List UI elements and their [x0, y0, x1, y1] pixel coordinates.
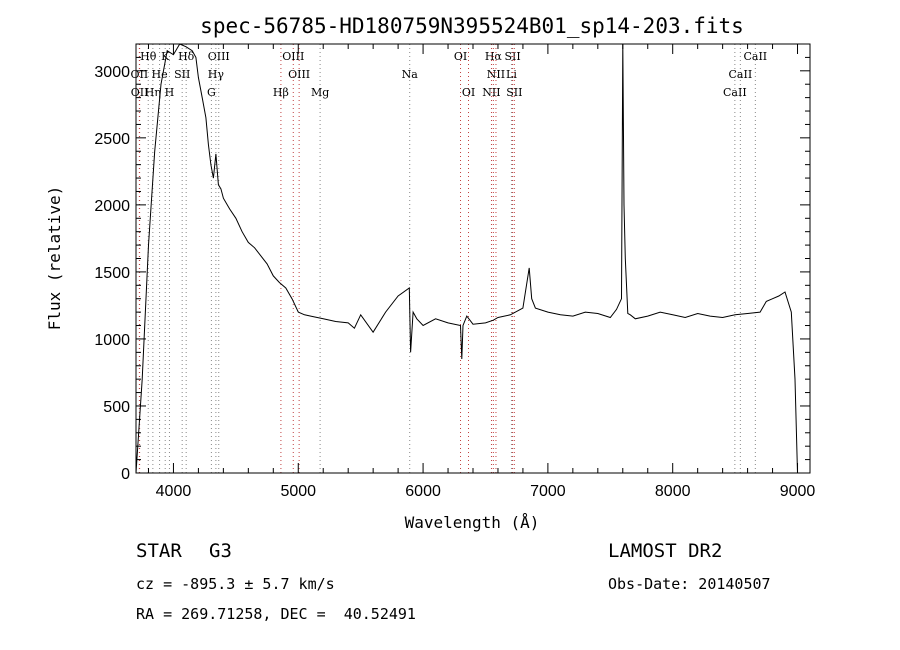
line-marker-label-20: H	[165, 86, 175, 99]
x-tick-label-6000: 6000	[405, 483, 441, 500]
x-axis: 4000 5000 6000 7000 8000 9000	[147, 44, 816, 500]
line-marker-label-24: OI	[462, 86, 475, 99]
line-marker-label-1: K	[161, 50, 170, 63]
line-marker-label-11: SII	[174, 68, 190, 81]
line-marker-label-2: Hδ	[178, 50, 195, 63]
spectrum-series	[135, 43, 798, 474]
line-marker-label-14: Na	[402, 68, 419, 81]
line-marker-label-4: OIII	[282, 50, 304, 63]
line-marker-label-10: He	[152, 68, 168, 81]
y-tick-label-1500: 1500	[94, 265, 130, 282]
line-marker-label-8: CaII	[743, 50, 767, 63]
line-marker-label-23: Mg	[311, 86, 329, 99]
line-marker-label-17: CaII	[729, 68, 753, 81]
x-tick-label-5000: 5000	[280, 483, 316, 500]
coordinates: RA = 269.71258, DEC = 40.52491	[136, 605, 416, 623]
x-tick-label-9000: 9000	[780, 483, 816, 500]
y-tick-label-1000: 1000	[94, 332, 130, 349]
line-marker-label-27: CaII	[723, 86, 747, 99]
chart-title: spec-56785-HD180759N395524B01_sp14-203.f…	[200, 14, 744, 38]
line-marker-label-19: Hη	[145, 86, 161, 99]
y-axis: 0 500 1000 1500 2000 2500 3000	[94, 56, 810, 483]
survey-name: LAMOST DR2	[608, 540, 723, 562]
obs-date: Obs-Date: 20140507	[608, 575, 771, 593]
object-class: STAR	[136, 540, 182, 562]
redshift-value: cz = -895.3 ± 5.7 km/s	[136, 575, 335, 593]
line-marker-label-7: SII	[504, 50, 520, 63]
spectrum-line-0	[135, 43, 798, 474]
y-tick-label-500: 500	[103, 399, 130, 416]
line-marker-label-25: NII	[482, 86, 500, 99]
line-marker-label-22: Hβ	[273, 86, 289, 99]
line-marker-label-0: Hθ	[140, 50, 157, 63]
line-marker-label-13: OIII	[288, 68, 310, 81]
y-tick-label-2500: 2500	[94, 131, 130, 148]
line-marker-label-3: OIII	[208, 50, 230, 63]
line-marker-label-15: NII	[487, 68, 505, 81]
line-marker-label-18: OII	[131, 86, 149, 99]
line-marker-label-6: Hα	[485, 50, 503, 63]
line-marker-label-9: OII	[131, 68, 149, 81]
line-marker-label-12: Hγ	[208, 68, 225, 81]
y-tick-label-0: 0	[121, 466, 130, 483]
x-tick-label-8000: 8000	[655, 483, 691, 500]
plot-frame	[135, 43, 811, 474]
y-tick-label-3000: 3000	[94, 64, 130, 81]
y-tick-label-2000: 2000	[94, 198, 130, 215]
line-marker-label-16: Li	[506, 68, 517, 81]
x-tick-label-7000: 7000	[530, 483, 566, 500]
x-axis-label: Wavelength (Å)	[405, 513, 540, 532]
line-marker-label-5: OI	[454, 50, 467, 63]
line-marker-label-21: G	[207, 86, 216, 99]
spectral-subclass: G3	[209, 540, 232, 562]
y-axis-label: Flux (relative)	[45, 186, 64, 331]
x-tick-label-4000: 4000	[156, 483, 192, 500]
line-marker-label-26: SII	[506, 86, 522, 99]
